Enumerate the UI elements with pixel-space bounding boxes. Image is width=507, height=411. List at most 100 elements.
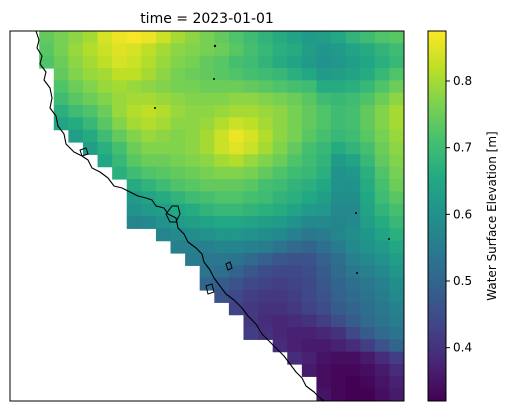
heatmap-cell (53, 43, 69, 57)
heatmap-cell (258, 216, 274, 229)
heatmap-cell (228, 277, 245, 291)
heatmap-cell (360, 31, 376, 44)
heatmap-cell (228, 253, 245, 266)
heatmap-cell (243, 277, 259, 291)
heatmap-cell (258, 203, 274, 217)
heatmap-cell (389, 191, 404, 205)
heatmap-cell (374, 166, 390, 180)
heatmap-cell (345, 351, 361, 365)
heatmap-cell (126, 68, 142, 81)
heatmap-cell (214, 142, 230, 155)
heatmap-cell (199, 179, 215, 192)
heatmap-cell (287, 166, 303, 180)
heatmap-cell (243, 129, 259, 143)
heatmap-cell (360, 351, 376, 365)
heatmap-cell (301, 68, 318, 81)
heatmap-cell (185, 55, 201, 69)
heatmap-cell (331, 302, 347, 316)
colorbar-tick-label: 0.4 (453, 341, 472, 355)
heatmap-cell (141, 166, 157, 180)
heatmap-cell (199, 253, 215, 266)
heatmap-cell (360, 142, 376, 155)
heatmap-cell (199, 31, 215, 44)
heatmap-cell (374, 80, 390, 94)
heatmap-cell (345, 216, 361, 229)
heatmap-cell (97, 105, 113, 118)
heatmap-cell (185, 129, 201, 143)
heatmap-cell (272, 216, 288, 229)
heatmap-cell (360, 117, 376, 131)
heatmap-cell (243, 265, 259, 279)
heatmap-cell (82, 105, 99, 118)
heatmap-cell (331, 290, 347, 303)
heatmap-cell (155, 43, 172, 57)
heatmap-cell (126, 179, 142, 192)
heatmap-cell (39, 55, 55, 69)
heatmap-cell (155, 216, 172, 229)
heatmap-cell (360, 166, 376, 180)
heatmap-cell (258, 92, 274, 106)
heatmap-cell (272, 68, 288, 81)
heatmap-cell (331, 68, 347, 81)
heatmap-cell (155, 154, 172, 168)
heatmap-cell (301, 339, 318, 353)
heatmap-cell (214, 43, 230, 57)
heatmap-cell (68, 31, 84, 44)
heatmap-cell (82, 92, 99, 106)
heatmap-cell (214, 228, 230, 242)
heatmap-cell (170, 31, 186, 44)
heatmap-cell (331, 117, 347, 131)
heatmap-cell (155, 31, 172, 44)
heatmap-cell (258, 277, 274, 291)
heatmap-cell (331, 105, 347, 118)
heatmap-cell (199, 228, 215, 242)
heatmap-cell (228, 302, 245, 316)
heatmap-cell (374, 265, 390, 279)
heatmap-cell (214, 154, 230, 168)
heatmap-cell (360, 376, 376, 390)
heatmap-cell (287, 154, 303, 168)
heatmap-cell (243, 117, 259, 131)
heatmap-cell (228, 290, 245, 303)
heatmap-cell (360, 240, 376, 254)
heatmap-cell (301, 327, 318, 340)
heatmap-cell (141, 92, 157, 106)
heatmap-cell (389, 376, 404, 390)
heatmap-cell (331, 253, 347, 266)
heatmap-cell (374, 290, 390, 303)
heatmap-cell (331, 388, 347, 401)
heatmap-cell (199, 129, 215, 143)
island-small-north (79, 147, 89, 157)
heatmap-cell (301, 129, 318, 143)
heatmap-cell (170, 203, 186, 217)
heatmap-cell (345, 277, 361, 291)
heatmap-cell (331, 277, 347, 291)
heatmap-cell (170, 55, 186, 69)
heatmap-cell (141, 80, 157, 94)
heatmap-cell (228, 166, 245, 180)
heatmap-cell (258, 166, 274, 180)
plot-title: time = 2023-01-01 (140, 11, 274, 27)
heatmap-cell (228, 43, 245, 57)
heatmap-cell (374, 314, 390, 328)
heatmap-cell (170, 142, 186, 155)
heatmap-cell (301, 179, 318, 192)
heatmap-cell (243, 253, 259, 266)
heatmap-cell (214, 68, 230, 81)
heatmap-cell (301, 302, 318, 316)
heatmap-cell (287, 265, 303, 279)
heatmap-cell (374, 142, 390, 155)
heatmap-cell (199, 191, 215, 205)
heatmap-cell (258, 179, 274, 192)
heatmap-cell (301, 154, 318, 168)
heatmap-cell (97, 117, 113, 131)
heatmap-cell (374, 351, 390, 365)
heatmap-cell (345, 339, 361, 353)
colorbar-tick-label: 0.8 (453, 74, 472, 88)
heatmap-cell (360, 277, 376, 291)
heatmap-cell (389, 265, 404, 279)
heatmap-cell (331, 55, 347, 69)
heatmap-cell (214, 277, 230, 291)
heatmap-cell (243, 31, 259, 44)
heatmap-cell (228, 265, 245, 279)
